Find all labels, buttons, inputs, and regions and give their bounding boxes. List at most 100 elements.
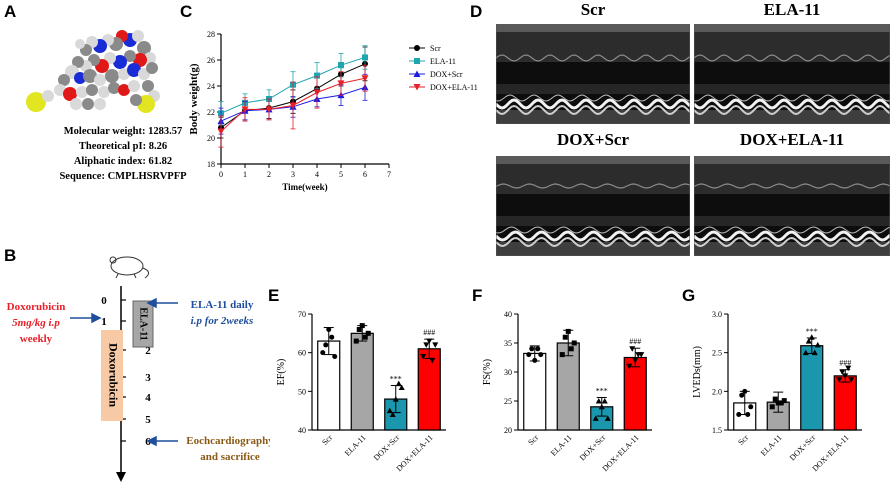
x-tick-label: ELA-11 [759, 433, 784, 458]
end-note-line1: Eochcardiography [186, 435, 270, 447]
posterior-band [496, 216, 690, 226]
point [811, 349, 818, 356]
point [604, 415, 611, 421]
point [772, 396, 778, 402]
y-tick-label: 2.0 [712, 387, 722, 396]
y-tick-label: 25 [504, 397, 512, 406]
echo-image-dox-ela-11 [694, 156, 890, 256]
anterior-wall-band [694, 164, 890, 194]
x-tick-label: DOX+Scr [372, 433, 402, 463]
significance-marker: *** [806, 327, 818, 336]
x-tick-label: 3 [291, 170, 295, 179]
end-note-line2: and sacrifice [200, 451, 260, 463]
data-point [361, 75, 369, 82]
point [529, 346, 535, 352]
x-tick-label: DOX+Scr [578, 433, 608, 463]
point [320, 350, 326, 356]
data-point [337, 80, 345, 87]
bar [833, 375, 857, 431]
echo-image-ela-11 [694, 24, 890, 124]
point [329, 334, 335, 340]
series-dox-ela-11 [217, 64, 369, 148]
point [538, 352, 544, 358]
ela-note-line2: i.p for 2weeks [191, 315, 254, 327]
point [565, 328, 571, 334]
data-point [217, 128, 225, 135]
epicardium-trace [496, 104, 690, 116]
near-field-band [694, 156, 890, 164]
posterior-wall-trace [496, 98, 690, 110]
doxorubicin-treatment-box [101, 330, 123, 421]
peptide-sequence: Sequence: CMPLHSRVPFP [59, 171, 187, 182]
panel-label-a: A [4, 2, 17, 21]
panel-label-f: F [472, 286, 483, 305]
timeline-arrowhead [116, 472, 126, 482]
point [359, 323, 365, 329]
point [562, 334, 568, 340]
point [395, 380, 402, 387]
y-tick-label: 70 [298, 310, 306, 319]
point [808, 334, 815, 340]
panel-label-g: G [682, 286, 696, 305]
point [326, 326, 332, 332]
x-tick-label: 5 [339, 170, 343, 179]
posterior-band [496, 84, 690, 94]
y-tick-label: 26 [207, 56, 215, 65]
point [392, 396, 399, 402]
point [805, 338, 812, 344]
bar-group-dox-scr: *** DOX+Scr [578, 387, 614, 463]
data-point [265, 106, 273, 113]
panel-label-b: B [4, 246, 17, 265]
point [778, 400, 784, 406]
significance-marker: *** [596, 387, 608, 396]
point [571, 340, 577, 346]
posterior-wall-trace [694, 230, 890, 242]
anterior-wall-band [694, 32, 890, 62]
point [532, 357, 538, 363]
legend-entry: DOX+ELA-11 [409, 83, 478, 92]
point [842, 373, 849, 379]
point [748, 404, 754, 410]
echo-title-dox-ela-11: DOX+ELA-11 [739, 130, 845, 149]
theoretical-pi: Theoretical pI: 8.26 [78, 141, 168, 152]
y-tick-label: 60 [298, 349, 306, 358]
week-4: 4 [145, 392, 151, 404]
point [781, 398, 787, 404]
x-tick-label: 7 [387, 170, 391, 179]
near-field-band [496, 156, 690, 164]
molecular-weight: Molecular weight: 1283.57 [63, 126, 183, 137]
x-tick-label: Scr [526, 433, 540, 447]
point [836, 377, 843, 383]
point [814, 341, 821, 348]
endocardium-trace [694, 94, 890, 102]
point [526, 352, 532, 358]
y-tick-label: 22 [207, 108, 215, 117]
far-field-band [496, 110, 690, 124]
legend-entry: ELA-11 [409, 57, 456, 66]
point [632, 357, 639, 364]
point [386, 407, 393, 414]
bar-group-ela-11: ELA-11 [759, 391, 790, 458]
point [802, 349, 809, 356]
bar-group-dox-scr: *** DOX+Scr [788, 327, 824, 462]
echo-title-scr: Scr [580, 0, 606, 19]
data-point [289, 102, 297, 109]
y-tick-label: 18 [207, 160, 215, 169]
x-tick-label: 0 [219, 170, 223, 179]
point [389, 411, 396, 418]
drug-name: Doxorubicin [7, 301, 66, 313]
posterior-band [694, 216, 890, 226]
y-tick-label: 40 [298, 426, 306, 435]
echo-title-dox-scr: DOX+Scr [556, 130, 629, 149]
ela-note-line1: ELA-11 daily [191, 299, 254, 311]
molecule-properties: Molecular weight: 1283.57 Theoretical pI… [48, 124, 198, 184]
near-field-band [694, 24, 890, 32]
molecule-atoms [26, 30, 160, 113]
point [626, 363, 633, 370]
x-tick-label: 2 [267, 170, 271, 179]
y-tick-label: 40 [504, 310, 512, 319]
doxorubicin-box-label: Doxorubicin [106, 343, 120, 407]
y-tick-label: 20 [504, 426, 512, 435]
mouse-icon [109, 256, 149, 279]
anterior-wall-trace [694, 183, 890, 189]
